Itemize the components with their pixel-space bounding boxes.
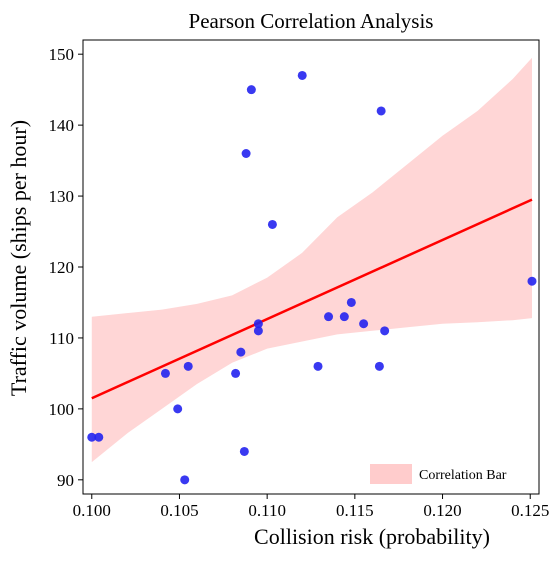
y-tick-label: 110 [49,329,74,348]
y-tick-label: 120 [49,258,75,277]
confidence-band [91,57,533,463]
y-axis-ticks: 90 100 110 120 130 140 150 [49,45,83,490]
data-point [239,446,249,456]
data-point [241,149,251,158]
data-point [231,368,241,378]
data-point [180,475,190,485]
y-tick-label: 140 [49,116,75,135]
y-tick-label: 100 [49,400,75,419]
legend-swatch [370,464,412,484]
x-axis-ticks: 0.100 0.105 0.110 0.115 0.120 0.125 [73,494,549,520]
data-point [380,326,390,336]
data-point [160,368,170,378]
x-tick-label: 0.110 [248,501,286,520]
data-point [527,276,537,286]
regression-line [91,198,533,400]
y-tick-label: 150 [49,45,75,64]
data-point [236,347,246,357]
data-point [339,312,349,322]
data-point [173,404,183,414]
data-point [94,432,104,442]
data-point [253,319,263,329]
data-point [246,85,256,95]
data-point [374,361,384,371]
data-point [313,361,323,371]
y-axis-label: Traffic volume (ships per hour) [6,120,31,396]
data-point [87,432,97,442]
x-axis-label: Collision risk (probability) [254,524,490,549]
data-point [324,312,334,322]
data-point [346,297,356,307]
legend-label: Correlation Bar [419,468,507,483]
data-point [376,106,386,116]
data-point [359,319,369,329]
plot-area [87,57,537,485]
y-tick-label: 90 [57,471,74,490]
data-point [183,361,193,371]
x-tick-label: 0.115 [336,501,374,520]
x-tick-label: 0.125 [511,501,549,520]
data-point [297,70,307,80]
chart-title: Pearson Correlation Analysis [189,9,434,33]
data-point [253,326,263,336]
x-tick-label: 0.120 [423,501,461,520]
x-tick-label: 0.105 [160,501,198,520]
y-tick-label: 130 [49,187,75,206]
x-tick-label: 0.100 [73,501,111,520]
data-point [267,219,277,229]
legend: Correlation Bar [370,464,507,484]
